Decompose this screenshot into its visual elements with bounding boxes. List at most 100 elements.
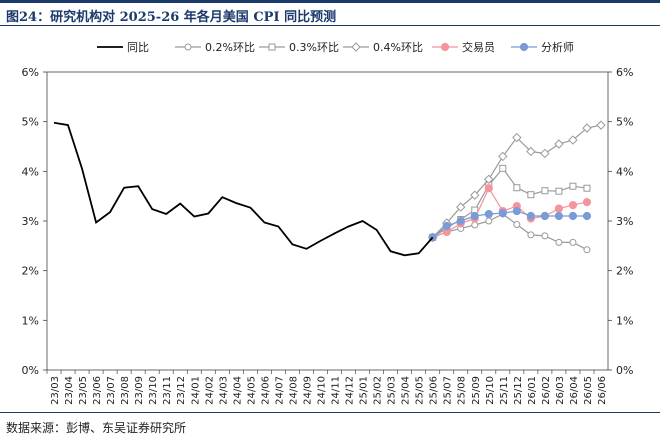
y-tick-label-left: 4% <box>22 165 39 178</box>
plot-frame <box>46 71 609 371</box>
data-point <box>268 43 276 51</box>
data-point <box>440 42 450 52</box>
plot-area <box>46 71 609 371</box>
x-tick-label: 25/03 <box>387 376 398 405</box>
data-point <box>527 231 535 239</box>
x-tick-label: 25/05 <box>415 376 426 405</box>
y-tick-label-left: 2% <box>22 265 39 278</box>
legend-item: 同比 <box>97 41 149 54</box>
x-tick-label: 24/01 <box>190 376 201 405</box>
data-point <box>485 217 493 225</box>
data-point <box>456 202 466 212</box>
x-tick-label: 25/07 <box>443 376 454 405</box>
x-tick-label: 25/12 <box>513 376 524 405</box>
data-point <box>512 132 522 143</box>
data-point <box>583 246 591 254</box>
data-point <box>471 221 479 229</box>
x-tick-label: 25/11 <box>499 376 510 405</box>
series-5 <box>428 206 592 242</box>
series-line <box>53 121 434 257</box>
y-tick-label-left: 3% <box>22 215 39 228</box>
data-point <box>512 206 521 216</box>
data-point <box>351 42 361 52</box>
legend-label: 0.4%环比 <box>373 41 423 54</box>
data-point <box>568 211 578 221</box>
data-point <box>526 146 536 157</box>
x-tick-label: 23/09 <box>134 376 145 405</box>
x-tick-label: 23/06 <box>92 376 103 405</box>
y-tick-label-left: 0% <box>22 364 39 377</box>
y-tick-label-right: 0% <box>616 364 633 377</box>
source-bar: 数据来源：彭博、东吴证券研究所 <box>0 412 660 439</box>
x-tick-label: 24/08 <box>288 376 299 405</box>
data-point <box>555 238 563 246</box>
x-tick-label: 26/04 <box>569 376 580 405</box>
x-tick-label: 23/04 <box>64 376 75 405</box>
x-tick-label: 24/12 <box>345 376 356 405</box>
legend-item: 分析师 <box>511 40 574 54</box>
x-tick-label: 26/01 <box>527 376 538 405</box>
x-tick-label: 24/10 <box>316 376 327 405</box>
x-tick-label: 23/03 <box>50 376 61 405</box>
source-note: 数据来源：彭博、东吴证券研究所 <box>6 421 187 435</box>
data-point <box>540 211 549 221</box>
cpi-forecast-chart: 同比 0.2%环比 0.3%环比 0.4%环比 交易员 分析师 0% 0% 1% 1% 2% 2% 3… <box>22 40 634 405</box>
data-point <box>554 204 564 213</box>
data-point <box>582 198 592 207</box>
series-4 <box>428 184 592 242</box>
data-point <box>569 182 577 190</box>
y-tick-label-left: 5% <box>22 116 39 129</box>
x-tick-label: 26/02 <box>541 376 552 405</box>
data-point <box>568 135 578 145</box>
legend-label: 0.3%环比 <box>289 41 339 54</box>
x-tick-label: 24/07 <box>274 376 285 405</box>
data-point <box>184 43 192 51</box>
x-tick-label: 23/07 <box>106 376 117 405</box>
series-group <box>53 120 606 257</box>
data-point <box>519 42 529 52</box>
data-point <box>554 139 564 149</box>
x-tick-label: 26/03 <box>555 376 566 405</box>
series-line <box>432 213 588 251</box>
data-point <box>555 187 563 195</box>
legend-label: 0.2%环比 <box>205 41 255 54</box>
x-tick-label: 25/09 <box>471 376 482 405</box>
legend-label: 交易员 <box>462 40 495 54</box>
x-tick-label: 23/10 <box>148 376 159 405</box>
x-tick-label: 25/10 <box>485 376 496 405</box>
data-point <box>499 164 507 172</box>
series-2 <box>429 164 591 241</box>
legend-item: 0.4%环比 <box>343 41 423 54</box>
data-point <box>513 220 521 228</box>
data-point <box>456 216 465 226</box>
y-tick-label-right: 5% <box>616 116 633 129</box>
y-tick-label-right: 1% <box>616 314 633 327</box>
data-point <box>484 174 494 184</box>
y-tick-label-right: 6% <box>616 66 633 79</box>
x-tick-label: 24/06 <box>260 376 271 405</box>
data-point <box>498 208 507 218</box>
data-point <box>541 187 549 195</box>
y-tick-label-right: 3% <box>616 215 633 228</box>
x-tick-label: 24/05 <box>246 376 257 405</box>
x-tick-label: 25/06 <box>429 376 440 405</box>
x-tick-label: 24/04 <box>232 376 243 405</box>
data-point <box>568 201 578 210</box>
legend-item: 0.2%环比 <box>175 41 255 54</box>
legend-label: 同比 <box>127 41 149 54</box>
data-point <box>541 232 549 240</box>
x-tick-label: 23/11 <box>162 376 173 405</box>
series-line <box>432 210 587 238</box>
data-point <box>484 184 493 193</box>
axes-group: 0% 0%1% 1%2% 2%3% 3%4% 4%5% 5%6% 6%23/03 23/04 23… <box>22 66 634 405</box>
y-tick-label-left: 6% <box>22 66 39 79</box>
series-1 <box>429 210 591 254</box>
data-point <box>526 211 535 221</box>
x-tick-label: 25/04 <box>401 376 412 405</box>
legend-item: 0.3%环比 <box>259 41 339 54</box>
chart-title: 图24：研究机构对 2025-26 年各月美国 CPI 同比预测 <box>6 10 337 25</box>
y-tick-label-right: 4% <box>616 165 633 178</box>
x-tick-label: 24/09 <box>302 376 313 405</box>
data-point <box>470 211 479 221</box>
x-tick-label: 24/11 <box>331 376 342 405</box>
